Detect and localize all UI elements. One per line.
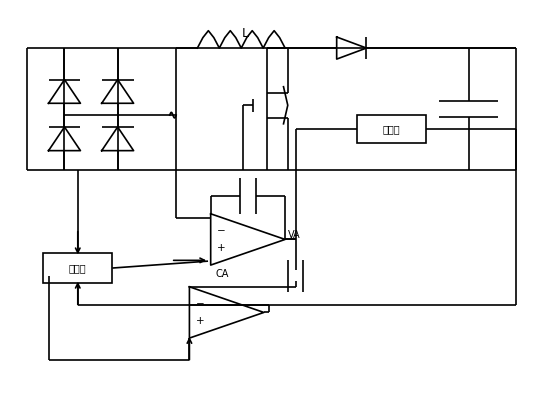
Text: VA: VA [288, 230, 301, 240]
Text: +: + [196, 316, 204, 326]
Bar [43, 253, 112, 283]
Text: 驱动器: 驱动器 [383, 124, 400, 134]
Bar [357, 115, 426, 143]
Text: L: L [242, 27, 249, 40]
Text: −: − [217, 226, 225, 236]
Text: 乘法器: 乘法器 [69, 263, 86, 273]
Text: CA: CA [216, 269, 229, 279]
Text: −: − [196, 299, 205, 309]
Text: +: + [217, 243, 225, 253]
